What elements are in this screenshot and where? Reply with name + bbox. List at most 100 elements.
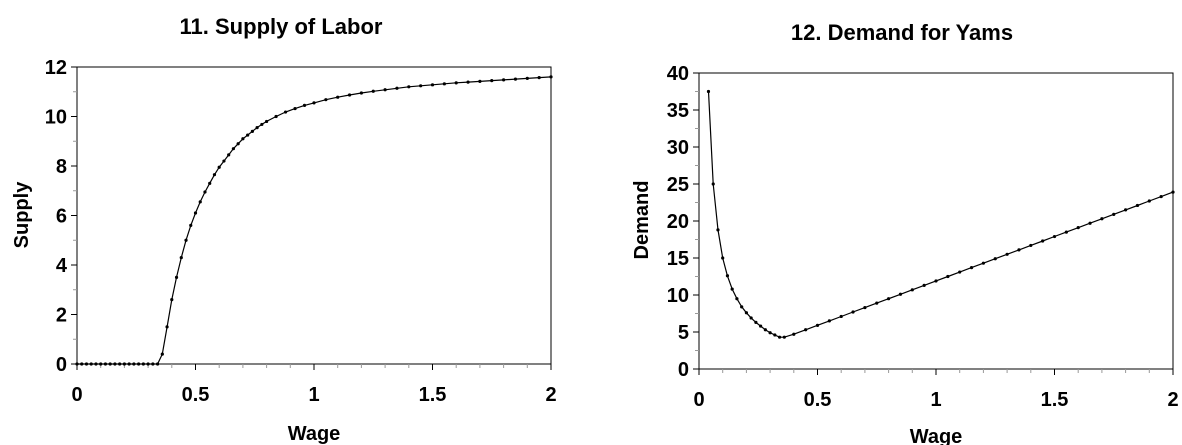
data-point: [773, 333, 777, 337]
data-point: [203, 190, 207, 194]
data-point: [490, 79, 494, 83]
data-point: [466, 80, 470, 84]
data-point: [946, 274, 950, 279]
x-tick-label: 1: [308, 384, 319, 406]
data-point: [875, 301, 879, 305]
data-point: [721, 256, 725, 260]
data-point: [160, 352, 164, 356]
data-point: [1029, 243, 1033, 248]
data-point: [265, 119, 269, 124]
y-tick-label: 10: [45, 107, 67, 129]
data-point: [94, 362, 98, 366]
data-point: [827, 319, 831, 323]
y-tick-label: 40: [667, 63, 689, 85]
data-point: [759, 324, 763, 328]
data-point: [103, 362, 108, 366]
y-tick-label: 5: [678, 322, 689, 344]
data-point: [1017, 248, 1021, 252]
data-point: [958, 270, 962, 274]
data-point: [208, 181, 212, 185]
data-point: [174, 275, 179, 279]
axis-ticks: 0 0.5 1 1.5 2 0 2 4 6 8 10 12: [45, 57, 557, 406]
data-point: [1100, 217, 1104, 221]
data-point: [236, 142, 240, 146]
data-point: [934, 279, 938, 283]
data-point: [922, 283, 926, 287]
data-point: [1124, 208, 1128, 212]
data-point: [347, 93, 352, 97]
data-point: [122, 362, 126, 366]
data-point: [99, 362, 103, 366]
data-point: [222, 159, 226, 163]
x-tick-label: 2: [545, 384, 556, 406]
data-point: [478, 79, 482, 83]
data-point: [260, 122, 264, 127]
data-point: [754, 320, 758, 324]
data-point: [513, 77, 518, 81]
data-point: [1076, 226, 1080, 230]
data-point: [170, 298, 174, 302]
data-point: [502, 78, 506, 82]
y-tick-label: 12: [45, 57, 67, 79]
y-tick-label: 15: [667, 248, 689, 270]
data-point: [227, 153, 231, 157]
data-point: [898, 292, 903, 296]
x-tick-label: 0.5: [804, 389, 832, 411]
data-point: [804, 328, 808, 332]
data-point: [851, 310, 855, 314]
data-point: [193, 211, 198, 215]
y-tick-label: 0: [56, 354, 67, 376]
data-point: [768, 331, 772, 335]
y-tick-label: 10: [667, 285, 689, 307]
data-point: [189, 223, 193, 227]
x-tick-label: 1.5: [419, 384, 447, 406]
data-point: [1135, 203, 1140, 208]
data-point: [419, 84, 423, 88]
data-point: [969, 266, 974, 270]
series-layer: [75, 75, 553, 366]
data-point: [108, 362, 112, 366]
y-tick-label: 25: [667, 174, 689, 196]
data-point: [250, 129, 254, 133]
data-point: [1112, 212, 1116, 216]
data-point: [89, 362, 93, 366]
data-point: [537, 76, 541, 80]
data-point: [217, 165, 221, 169]
data-point: [749, 316, 753, 320]
series-line: [707, 91, 1174, 338]
data-point: [118, 362, 122, 366]
data-point: [179, 255, 183, 260]
x-tick-label: 0.5: [182, 384, 210, 406]
data-point: [981, 261, 986, 265]
data-point: [454, 81, 458, 85]
data-point: [371, 89, 375, 93]
y-axis-label: Supply: [11, 181, 33, 249]
data-point: [283, 110, 288, 114]
data-point: [777, 335, 782, 339]
data-point: [312, 101, 316, 105]
x-tick-label: 2: [1167, 389, 1178, 411]
series-line: [77, 76, 552, 365]
data-point: [246, 133, 250, 137]
data-point: [132, 362, 136, 366]
data-point: [336, 95, 340, 99]
data-point: [274, 114, 278, 119]
y-tick-label: 35: [667, 100, 689, 122]
y-tick-label: 20: [667, 211, 689, 233]
data-point: [1159, 194, 1163, 199]
data-point: [75, 362, 79, 366]
y-tick-label: 6: [56, 206, 67, 228]
data-point: [744, 311, 749, 315]
data-point: [839, 314, 843, 319]
data-point: [1171, 190, 1175, 194]
data-point: [383, 88, 387, 92]
chart-supply-of-labor: 11. Supply of Labor Wage Supply 0 0.5 1 1.5…: [11, 14, 557, 445]
data-point: [407, 85, 411, 89]
data-point: [231, 147, 236, 151]
y-tick-label: 0: [678, 359, 689, 381]
chart-title: 11. Supply of Labor: [180, 14, 383, 39]
plot-frame: [76, 66, 552, 365]
data-point: [1088, 221, 1092, 225]
data-point: [442, 82, 446, 86]
y-tick-label: 30: [667, 137, 689, 159]
